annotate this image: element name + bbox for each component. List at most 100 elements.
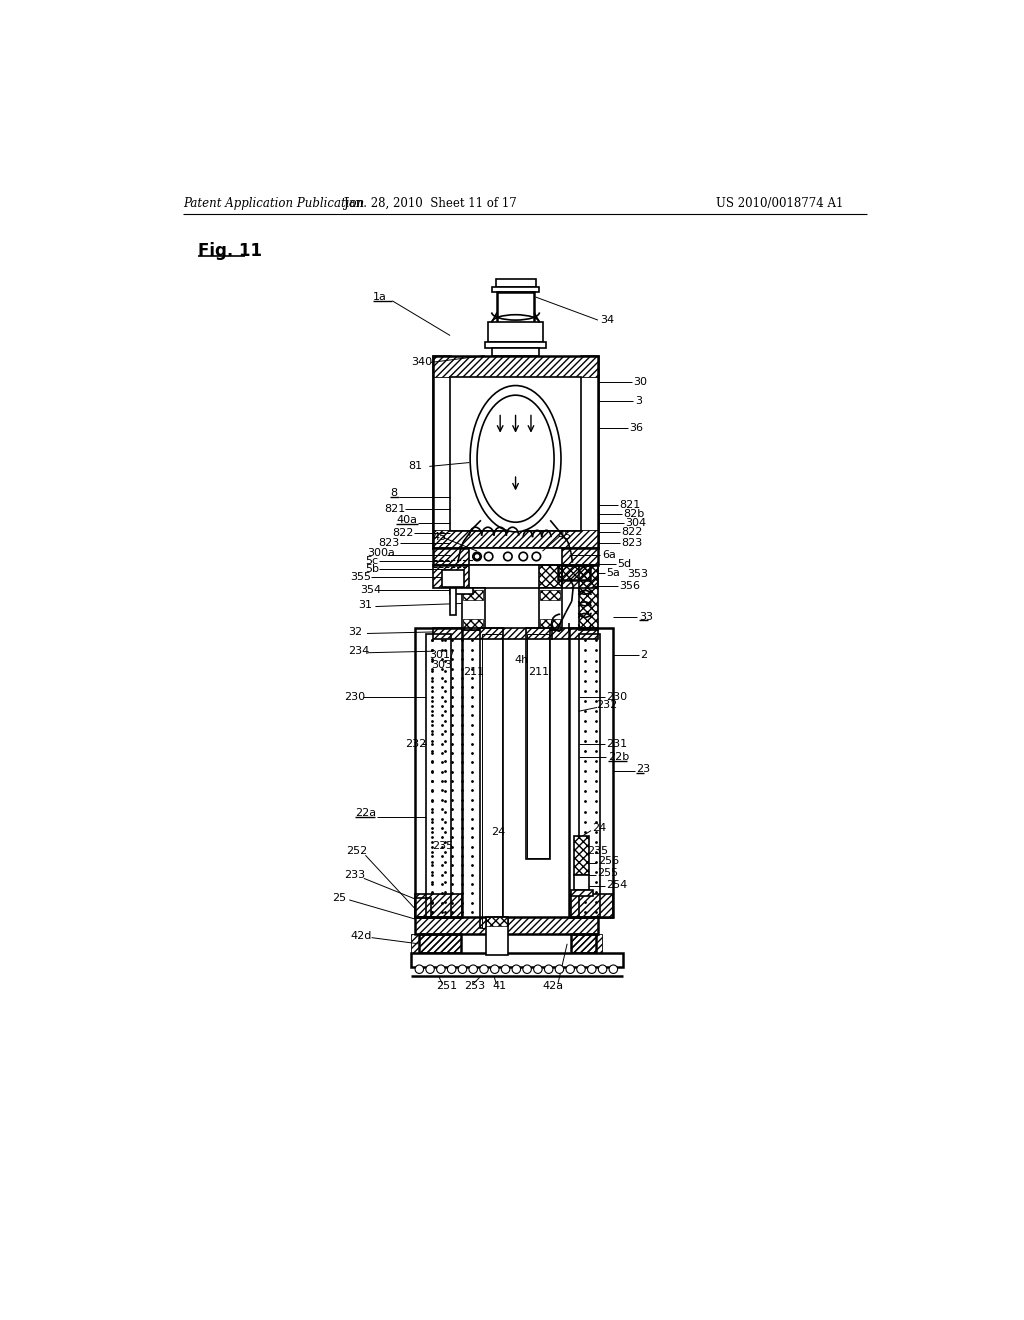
Circle shape	[480, 965, 488, 973]
Circle shape	[532, 552, 541, 561]
Text: 34: 34	[600, 315, 614, 325]
Text: 40a: 40a	[396, 515, 417, 525]
Bar	[579, 565, 598, 631]
Text: 211: 211	[463, 667, 484, 677]
Text: 252: 252	[346, 846, 368, 857]
Circle shape	[523, 965, 531, 973]
Text: 235: 235	[587, 846, 608, 857]
Circle shape	[609, 965, 617, 973]
Bar	[571, 933, 596, 953]
Bar	[525, 628, 550, 859]
Bar	[571, 933, 602, 953]
Bar	[541, 619, 560, 630]
Text: 5c: 5c	[366, 556, 379, 566]
Bar	[569, 628, 613, 917]
Text: 30: 30	[634, 376, 647, 387]
Text: 340: 340	[412, 358, 433, 367]
Text: 31: 31	[357, 601, 372, 610]
Bar	[469, 565, 562, 589]
Bar	[416, 628, 462, 917]
Text: 23: 23	[637, 764, 650, 774]
Circle shape	[473, 552, 481, 561]
Bar	[411, 933, 461, 953]
Bar	[496, 280, 536, 286]
Text: 355: 355	[350, 572, 371, 582]
Circle shape	[566, 965, 574, 973]
Text: 353: 353	[628, 569, 648, 579]
Text: 230: 230	[345, 693, 366, 702]
Bar	[433, 565, 472, 589]
Ellipse shape	[470, 385, 561, 532]
Text: 303: 303	[431, 660, 452, 671]
Text: 24: 24	[490, 828, 505, 837]
Bar	[581, 355, 598, 548]
Text: 301/: 301/	[429, 649, 454, 660]
Text: 232: 232	[404, 739, 426, 748]
Text: 81: 81	[408, 462, 422, 471]
Text: 22b: 22b	[608, 752, 629, 763]
Text: 235: 235	[432, 841, 454, 851]
Text: 36: 36	[630, 422, 643, 433]
Text: 822: 822	[621, 527, 642, 537]
Text: 1a: 1a	[373, 292, 387, 302]
Text: Jan. 28, 2010  Sheet 11 of 17: Jan. 28, 2010 Sheet 11 of 17	[344, 197, 517, 210]
Bar	[411, 953, 623, 966]
Circle shape	[545, 965, 553, 973]
Text: 32: 32	[348, 627, 362, 638]
Bar	[487, 322, 544, 342]
Text: 6a: 6a	[602, 550, 615, 560]
Bar	[433, 548, 598, 565]
Text: Fig. 11: Fig. 11	[199, 242, 262, 260]
Text: 234: 234	[348, 647, 370, 656]
Text: 822: 822	[392, 528, 414, 537]
Circle shape	[426, 965, 434, 973]
Text: 251: 251	[436, 981, 458, 991]
Bar	[571, 890, 593, 896]
Circle shape	[502, 965, 510, 973]
Text: 823: 823	[621, 539, 642, 548]
Bar	[484, 342, 547, 348]
Bar	[469, 548, 562, 565]
Text: 232: 232	[596, 700, 617, 710]
Circle shape	[504, 552, 512, 561]
Text: 5a: 5a	[606, 568, 621, 578]
Circle shape	[577, 965, 586, 973]
Bar	[558, 565, 590, 581]
Circle shape	[474, 553, 480, 560]
Circle shape	[436, 965, 445, 973]
Bar	[433, 355, 451, 548]
Text: 33: 33	[639, 611, 652, 622]
Bar	[442, 570, 464, 587]
Text: 211: 211	[528, 667, 549, 677]
Text: 821: 821	[385, 504, 406, 513]
Bar	[571, 894, 613, 919]
Text: 354: 354	[360, 585, 381, 594]
Text: 233: 233	[345, 870, 366, 879]
Text: US 2010/0018774 A1: US 2010/0018774 A1	[716, 197, 843, 210]
Bar	[451, 589, 473, 594]
Text: 41: 41	[493, 981, 507, 991]
Text: 45: 45	[432, 532, 446, 543]
Circle shape	[415, 965, 424, 973]
Circle shape	[447, 965, 456, 973]
Bar	[451, 378, 581, 531]
Text: 25: 25	[333, 892, 346, 903]
Bar	[493, 286, 539, 292]
Text: 254: 254	[606, 879, 628, 890]
Text: 5b: 5b	[366, 564, 380, 574]
Bar	[486, 917, 508, 927]
Text: 823: 823	[379, 539, 399, 548]
Circle shape	[458, 965, 467, 973]
Text: 8: 8	[390, 488, 397, 499]
Bar	[433, 628, 598, 639]
Bar	[493, 348, 539, 355]
Bar	[497, 292, 535, 334]
Bar	[574, 836, 590, 874]
Text: 304: 304	[626, 519, 647, 528]
Bar	[539, 589, 562, 631]
Text: 256: 256	[598, 857, 620, 866]
Text: 24: 24	[593, 824, 607, 833]
Text: 253: 253	[464, 981, 485, 991]
Circle shape	[555, 965, 563, 973]
Text: 821: 821	[620, 500, 641, 510]
